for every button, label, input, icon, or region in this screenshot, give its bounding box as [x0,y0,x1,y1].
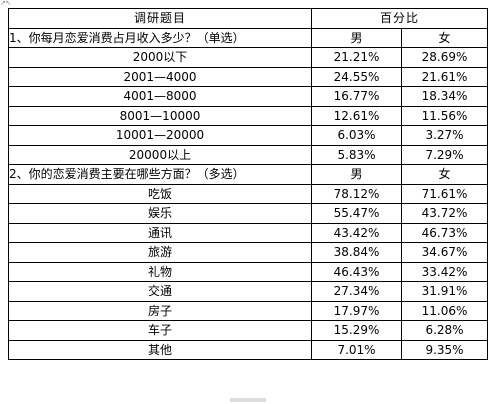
column-female-label: 女 [400,164,489,185]
table-row: 娱乐 55.47% 43.72% [8,203,489,224]
female-value: 11.06% [400,300,489,321]
survey-table: 调研题目 百分比 1、你每月恋爱消费占月收入多少？（单选） 男 女 2000以下… [8,8,489,360]
male-value: 15.29% [311,320,402,341]
row-label: 其他 [8,339,312,360]
question-2: 2、你的恋爱消费主要在哪些方面？（多选） [8,164,312,185]
table-row: 8001—10000 12.61% 11.56% [8,105,489,126]
female-value: 6.28% [400,320,489,341]
table-row: 2000以下 21.21% 28.69% [8,47,489,68]
table-row: 房子 17.97% 11.06% [8,300,489,321]
female-value: 31.91% [400,281,489,302]
table-header-row: 调研题目 百分比 [8,8,489,29]
male-value: 27.34% [311,281,402,302]
table-row: 其他 7.01% 9.35% [8,339,489,360]
table-row: 通讯 43.42% 46.73% [8,222,489,243]
male-value: 7.01% [311,339,402,360]
table-row: 10001—20000 6.03% 3.27% [8,125,489,146]
female-value: 11.56% [400,105,489,126]
male-value: 21.21% [311,47,402,68]
column-female-label: 女 [400,27,489,48]
male-value: 78.12% [311,183,402,204]
male-value: 43.42% [311,222,402,243]
section-header-row: 2、你的恋爱消费主要在哪些方面？（多选） 男 女 [8,164,489,185]
female-value: 33.42% [400,261,489,282]
row-label: 车子 [8,320,312,341]
male-value: 5.83% [311,144,402,165]
column-male-label: 男 [311,164,402,185]
female-value: 3.27% [400,125,489,146]
column-male-label: 男 [311,27,402,48]
table-row: 礼物 46.43% 33.42% [8,261,489,282]
header-percent: 百分比 [310,8,489,29]
female-value: 18.34% [400,86,489,107]
header-topic: 调研题目 [8,8,312,29]
row-label: 旅游 [8,242,312,263]
male-value: 24.55% [311,66,402,87]
row-label: 20000以上 [8,144,312,165]
row-label: 房子 [8,300,312,321]
corner-resize-icon: ↗↖ [0,0,11,7]
male-value: 38.84% [311,242,402,263]
row-label: 娱乐 [8,203,312,224]
female-value: 7.29% [400,144,489,165]
female-value: 71.61% [400,183,489,204]
table-row: 4001—8000 16.77% 18.34% [8,86,489,107]
male-value: 16.77% [311,86,402,107]
female-value: 46.73% [400,222,489,243]
question-1: 1、你每月恋爱消费占月收入多少？（单选） [8,27,312,48]
table-row: 车子 15.29% 6.28% [8,320,489,341]
row-label: 2000以下 [8,47,312,68]
male-value: 17.97% [311,300,402,321]
table-row: 交通 27.34% 31.91% [8,281,489,302]
row-label: 交通 [8,281,312,302]
female-value: 21.61% [400,66,489,87]
table-row: 吃饭 78.12% 71.61% [8,183,489,204]
section-header-row: 1、你每月恋爱消费占月收入多少？（单选） 男 女 [8,27,489,48]
female-value: 9.35% [400,339,489,360]
female-value: 34.67% [400,242,489,263]
row-label: 4001—8000 [8,86,312,107]
table-row: 2001—4000 24.55% 21.61% [8,66,489,87]
table-row: 20000以上 5.83% 7.29% [8,144,489,165]
male-value: 12.61% [311,105,402,126]
male-value: 55.47% [311,203,402,224]
male-value: 6.03% [311,125,402,146]
scroll-marker [230,398,266,402]
row-label: 通讯 [8,222,312,243]
row-label: 礼物 [8,261,312,282]
male-value: 46.43% [311,261,402,282]
female-value: 28.69% [400,47,489,68]
row-label: 2001—4000 [8,66,312,87]
table-row: 旅游 38.84% 34.67% [8,242,489,263]
row-label: 吃饭 [8,183,312,204]
row-label: 8001—10000 [8,105,312,126]
female-value: 43.72% [400,203,489,224]
row-label: 10001—20000 [8,125,312,146]
